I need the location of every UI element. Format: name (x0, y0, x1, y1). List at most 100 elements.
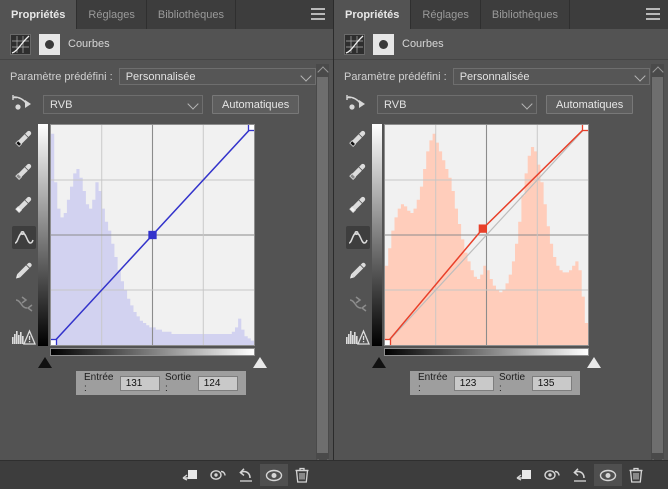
delete-adjustment-layer-icon[interactable] (288, 464, 316, 486)
chevron-down-icon (300, 69, 312, 82)
clipping-warning-icon[interactable] (346, 325, 370, 348)
gray-point-eyedropper-icon[interactable] (346, 160, 370, 183)
channel-value: RVB (384, 98, 407, 111)
toggle-layer-visibility-icon[interactable] (594, 464, 622, 486)
auto-button-label: Automatiques (556, 98, 624, 111)
layer-mask-icon[interactable] (373, 33, 394, 55)
black-point-slider[interactable] (372, 357, 386, 368)
black-point-eyedropper-icon[interactable] (346, 127, 370, 150)
preset-select[interactable]: Personnalisée (118, 68, 316, 85)
curve-edit-icon[interactable] (346, 226, 370, 249)
layer-mask-icon[interactable] (39, 33, 60, 55)
gray-point-eyedropper-icon[interactable] (12, 160, 36, 183)
delete-adjustment-layer-icon[interactable] (622, 464, 650, 486)
white-point-slider[interactable] (587, 357, 601, 368)
level-sliders (372, 357, 601, 369)
black-point-slider[interactable] (38, 357, 52, 368)
tab-proprits[interactable]: Propriétés (0, 0, 78, 29)
curve-control-point[interactable] (581, 124, 590, 132)
panel-body: Paramètre prédéfini : Personnalisée RVB (334, 60, 668, 471)
baseline-diagonal (385, 125, 588, 345)
curves-thumbnail-icon[interactable] (344, 33, 365, 55)
preset-row: Paramètre prédéfini : Personnalisée (334, 60, 668, 85)
smooth-curve-icon[interactable] (12, 292, 36, 315)
white-point-eyedropper-icon[interactable] (346, 193, 370, 216)
channel-select[interactable]: RVB (377, 95, 537, 114)
clip-to-layer-icon[interactable] (176, 464, 204, 486)
scrollbar-thumb[interactable] (317, 77, 328, 453)
chevron-down-icon (187, 97, 199, 110)
white-point-slider[interactable] (253, 357, 267, 368)
output-gradient-bar (372, 124, 382, 346)
adjustment-name: Courbes (68, 38, 110, 50)
curves-thumbnail-icon[interactable] (10, 33, 31, 55)
input-field[interactable]: 131 (119, 375, 160, 391)
output-gradient-bar (38, 124, 48, 346)
auto-button[interactable]: Automatiques (546, 95, 634, 114)
reset-adjustment-icon[interactable] (566, 464, 594, 486)
curves-plot[interactable] (50, 124, 255, 346)
curves-tool-strip (344, 124, 372, 367)
toggle-layer-visibility-icon[interactable] (260, 464, 288, 486)
curves-graph-area: Entrée : 123 Sortie : 135 (344, 124, 601, 395)
pencil-draw-curve-icon[interactable] (12, 259, 36, 282)
output-value: 135 (537, 377, 555, 389)
input-label: Entrée : (418, 372, 448, 394)
curves-channel-icon[interactable] (346, 94, 368, 115)
panel-scrollbar[interactable] (316, 64, 329, 467)
panel-tab-bar: Propriétés Réglages Bibliothèques (334, 0, 668, 29)
channel-select[interactable]: RVB (43, 95, 203, 114)
chevron-down-icon (521, 97, 533, 110)
curves-graph (372, 124, 601, 368)
curves-plot[interactable] (384, 124, 589, 346)
tab-bibliothques[interactable]: Bibliothèques (147, 0, 236, 29)
level-sliders (38, 357, 267, 369)
output-value: 124 (203, 377, 221, 389)
curve-control-point[interactable] (148, 230, 157, 240)
view-previous-state-icon[interactable] (538, 464, 566, 486)
white-point-eyedropper-icon[interactable] (12, 193, 36, 216)
tab-proprits[interactable]: Propriétés (334, 0, 412, 29)
curves-channel-icon[interactable] (12, 94, 34, 115)
curves-tool-strip (10, 124, 38, 367)
output-field[interactable]: 135 (531, 375, 572, 391)
input-field[interactable]: 123 (453, 375, 494, 391)
curve-control-point[interactable] (478, 224, 487, 233)
scrollbar-thumb[interactable] (652, 77, 663, 453)
curve-edit-icon[interactable] (12, 226, 36, 249)
tab-rglages[interactable]: Réglages (411, 0, 481, 29)
curve-control-point[interactable] (384, 338, 392, 347)
channel-row: RVB Automatiques (0, 85, 333, 115)
output-label: Sortie : (164, 372, 192, 394)
reset-adjustment-icon[interactable] (232, 464, 260, 486)
tab-bibliothques[interactable]: Bibliothèques (481, 0, 570, 29)
hamburger-menu-icon[interactable] (646, 8, 660, 20)
scroll-up-arrow-icon[interactable] (316, 64, 329, 78)
black-point-eyedropper-icon[interactable] (12, 127, 36, 150)
input-value: 123 (459, 377, 477, 389)
pencil-draw-curve-icon[interactable] (346, 259, 370, 282)
adjustment-title-row: Courbes (334, 29, 668, 60)
clip-to-layer-icon[interactable] (510, 464, 538, 486)
preset-select[interactable]: Personnalisée (452, 68, 650, 85)
preset-value: Personnalisée (459, 70, 530, 83)
hamburger-menu-icon[interactable] (311, 8, 325, 20)
smooth-curve-icon[interactable] (346, 292, 370, 315)
panel-scrollbar[interactable] (651, 64, 664, 467)
view-previous-state-icon[interactable] (204, 464, 232, 486)
auto-button[interactable]: Automatiques (212, 95, 300, 114)
properties-panel-right: Propriétés Réglages Bibliothèques Courbes … (334, 0, 668, 489)
clipping-warning-icon[interactable] (12, 325, 36, 348)
curves-plot-svg (51, 125, 254, 345)
auto-button-label: Automatiques (222, 98, 290, 111)
adjustment-title-row: Courbes (0, 29, 333, 60)
tab-rglages[interactable]: Réglages (77, 0, 147, 29)
curves-graph-area: Entrée : 131 Sortie : 124 (10, 124, 267, 395)
curve-control-point[interactable] (50, 338, 58, 347)
scroll-up-arrow-icon[interactable] (651, 64, 664, 78)
panel-footer (0, 460, 334, 489)
input-output-row: Entrée : 123 Sortie : 135 (410, 371, 580, 395)
output-field[interactable]: 124 (197, 375, 238, 391)
curve-control-point[interactable] (247, 124, 256, 132)
